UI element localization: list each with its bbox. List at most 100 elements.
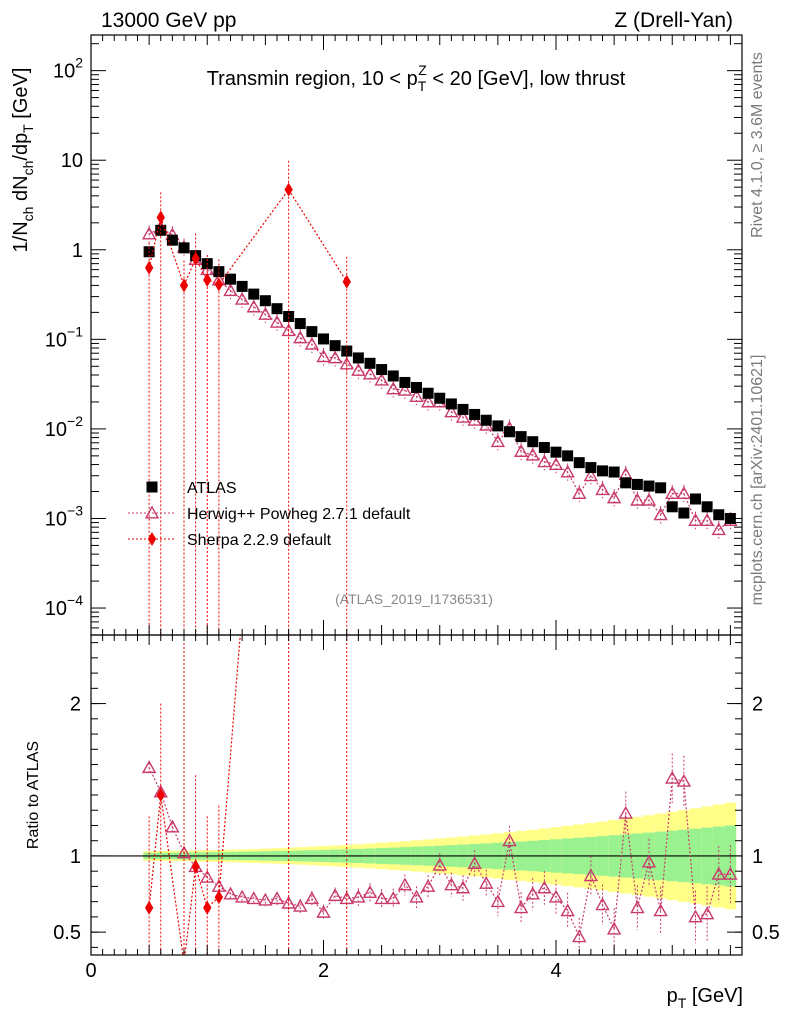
atlas-point (655, 482, 667, 494)
herwig-ratio-point (525, 886, 540, 900)
herwig-point (630, 492, 645, 506)
sherpa-point (179, 278, 189, 293)
atlas-point (515, 431, 527, 443)
atlas-point (166, 234, 178, 246)
herwig-point (234, 291, 250, 305)
herwig-ratio-point (513, 900, 529, 914)
atlas-point (573, 457, 585, 469)
herwig-ratio-point (141, 760, 157, 774)
herwig-point (374, 372, 389, 386)
main-y-tick-label: 10−4 (45, 592, 83, 620)
herwig-ratio-point (246, 891, 261, 905)
herwig-ratio-point (467, 856, 482, 870)
sherpa-line (148, 188, 348, 288)
atlas-point (364, 357, 376, 369)
plot-title: Transmin region, 10 < pTZ < 20 [GeV], lo… (207, 62, 626, 94)
herwig-point (316, 349, 331, 363)
herwig-point (386, 381, 401, 395)
atlas-point (341, 345, 353, 357)
atlas-point (387, 370, 399, 382)
legend: ATLAS Herwig++ Powheg 2.7.1 default Sherpa… (128, 480, 411, 549)
herwig-point (304, 336, 320, 350)
x-tick-label: 4 (550, 960, 561, 982)
herwig-ratio-point (362, 885, 378, 899)
herwig-ratio-point (386, 891, 401, 905)
herwig-ratio-point (327, 888, 343, 902)
herwig-point (525, 447, 540, 461)
sherpa-ratio-point (214, 890, 224, 905)
herwig-ratio-point (676, 773, 692, 787)
herwig-ratio-point (432, 857, 447, 871)
herwig-point (537, 454, 552, 468)
herwig-ratio-point (420, 878, 436, 892)
herwig-ratio-point (653, 903, 668, 917)
atlas-point (608, 466, 620, 478)
herwig-ratio-point (316, 904, 331, 918)
legend-label: Herwig++ Powheg 2.7.1 default (187, 506, 411, 523)
main-y-tick-label: 102 (53, 55, 83, 83)
atlas-point (631, 478, 643, 490)
main-y-tick-label: 10−3 (45, 502, 83, 530)
ratio-y-tick-label-right: 0.5 (752, 922, 780, 944)
herwig-point (293, 330, 308, 344)
herwig-ratio-point (502, 833, 517, 847)
atlas-point (434, 392, 446, 404)
atlas-point (492, 420, 504, 432)
atlas-point (620, 477, 632, 489)
legend-label: Sherpa 2.2.9 default (187, 532, 332, 549)
herwig-ratio-point (351, 889, 366, 903)
atlas-point (318, 333, 329, 345)
atlas-point (283, 310, 295, 322)
herwig-ratio-point (711, 866, 726, 880)
herwig-ratio-point (572, 929, 587, 943)
herwig-ratio-point (397, 877, 413, 891)
atlas-point (504, 426, 515, 438)
herwig-ratio-point (630, 900, 645, 914)
atlas-point (666, 501, 678, 513)
sherpa-ratio-point (191, 859, 200, 874)
herwig-ratio-point (258, 892, 273, 906)
herwig-point (455, 409, 471, 423)
sherpa-point (156, 210, 165, 225)
sherpa-point (214, 277, 224, 292)
watermark: (ATLAS_2019_I1736531) (335, 591, 493, 607)
herwig-point (141, 226, 157, 240)
sherpa-point (284, 182, 293, 197)
herwig-point (711, 522, 726, 536)
herwig-point (548, 457, 564, 471)
atlas-point (690, 493, 701, 505)
herwig-point (246, 299, 261, 313)
herwig-point (595, 482, 610, 496)
atlas-point (562, 450, 574, 462)
sherpa-point (144, 260, 154, 275)
legend-atlas-marker (146, 481, 158, 493)
mcplots-label: mcplots.cern.ch [arXiv:2401.10621] (749, 355, 766, 606)
sherpa-point (191, 251, 200, 266)
herwig-ratio-point (618, 805, 633, 819)
herwig-ratio-point (641, 854, 657, 868)
herwig-point (560, 464, 575, 478)
axes: 102 10 1 10−1 10−2 10−3 10−4 0 2 4 0.5 0.5 1 1 2 2 (45, 34, 780, 982)
atlas-point (713, 509, 725, 521)
atlas-point (178, 242, 190, 254)
herwig-point (641, 492, 657, 506)
rivet-label: Rivet 4.1.0, ≥ 3.6M events (749, 52, 766, 238)
atlas-point (352, 352, 364, 364)
herwig-ratio-point (176, 845, 192, 859)
ratio-y-axis-title: Ratio to ATLAS (25, 741, 42, 849)
ratio-y-tick-label-right: 1 (752, 846, 763, 868)
herwig-ratio-point (165, 819, 180, 833)
herwig-point (490, 434, 506, 448)
atlas-point (271, 303, 283, 315)
atlas-point (597, 465, 608, 477)
herwig-point (444, 404, 459, 418)
atlas-point (329, 340, 341, 352)
herwig-point (397, 382, 413, 396)
atlas-point (248, 288, 260, 300)
herwig-ratio-point (479, 875, 494, 889)
atlas-point (469, 408, 481, 420)
ratio-y-tick-label-right: 2 (752, 694, 763, 716)
main-y-axis-title: 1/Nch dNch/dpT [GeV] (10, 68, 36, 253)
header-left: 13000 GeV pp (101, 9, 236, 32)
main-y-tick-label: 1 (72, 240, 83, 262)
